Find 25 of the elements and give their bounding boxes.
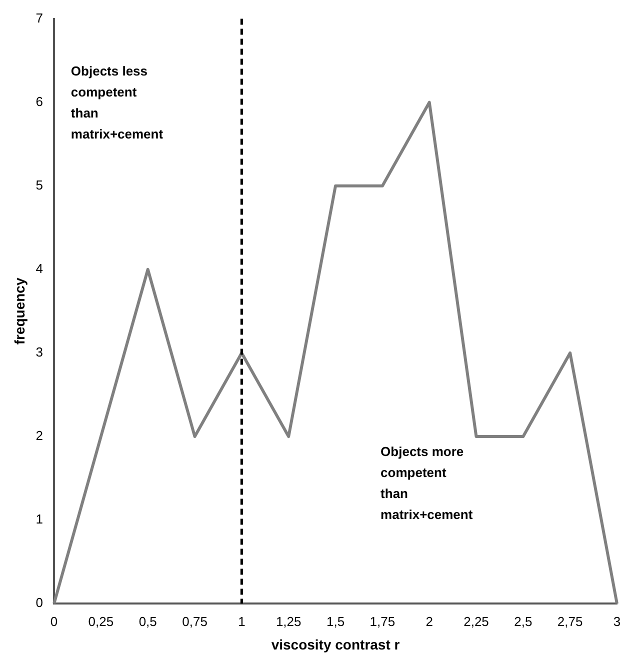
y-tick-label: 6 [36, 94, 44, 109]
x-tick-label: 0 [50, 614, 58, 629]
x-tick-label: 1,75 [370, 614, 396, 629]
y-tick-label: 2 [36, 428, 44, 444]
y-tick-label: 3 [36, 344, 44, 360]
x-tick-label: 0,25 [88, 614, 114, 629]
y-axis-title: frequency [11, 278, 28, 345]
x-tick-label: 2,5 [514, 614, 532, 629]
y-tick-label: 7 [36, 10, 44, 26]
x-tick-label: 0,5 [138, 614, 157, 629]
x-tick-label: 2 [426, 614, 433, 629]
x-tick-label: 2,25 [464, 614, 489, 629]
y-tick-label: 0 [36, 595, 44, 610]
y-tick-label: 4 [36, 261, 44, 276]
y-tick-label: 5 [36, 177, 44, 192]
x-tick-label: 1,5 [326, 614, 345, 629]
annotation: Objects more competent than matrix+cement [380, 444, 474, 522]
y-tick-label: 1 [36, 512, 44, 527]
x-axis-title: viscosity contrast r [271, 636, 400, 652]
x-tick-label: 3 [613, 614, 621, 629]
x-tick-label: 2,75 [557, 614, 583, 629]
x-tick-label: 1,25 [276, 614, 302, 629]
x-tick-label: 1 [238, 614, 246, 629]
annotation: Objects less competent than matrix+cement [70, 64, 164, 142]
x-tick-label: 0,75 [182, 614, 208, 629]
